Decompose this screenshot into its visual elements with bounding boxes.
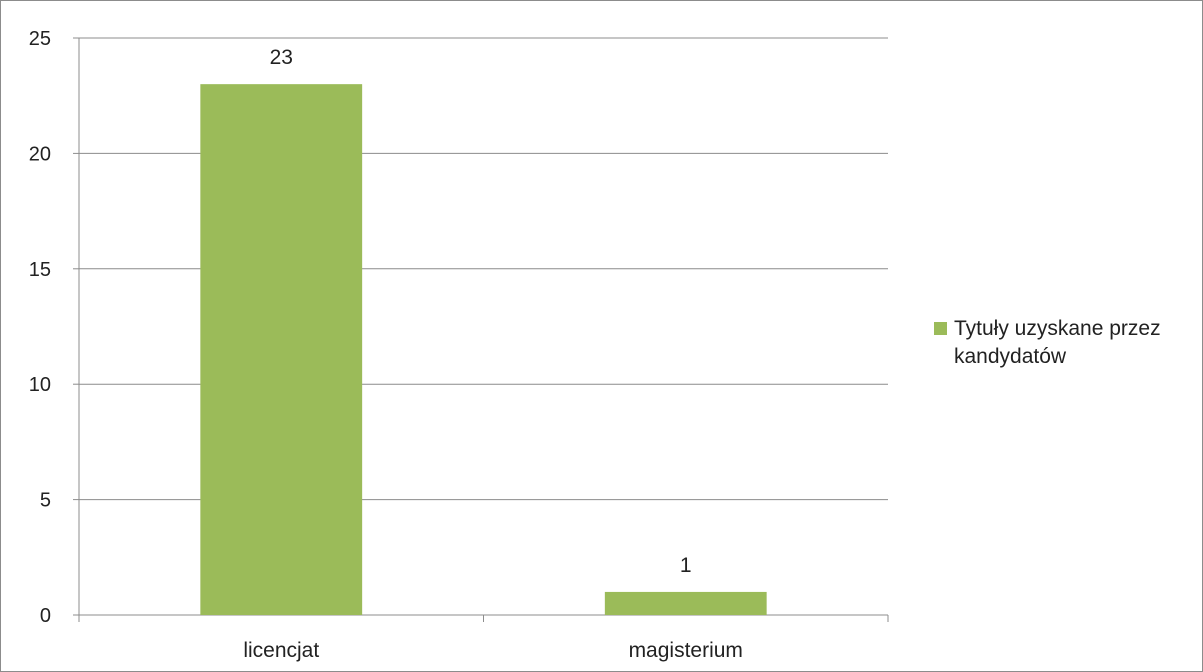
legend-label-line-2: kandydatów [954,345,1067,368]
x-tick-label-magisterium: magisterium [629,639,743,662]
x-tick-label-licencjat: licencjat [243,639,319,662]
legend-swatch [934,322,947,335]
data-label-magisterium: 1 [680,554,692,577]
axes [73,37,889,622]
legend: Tytuły uzyskane przez kandydatów [934,317,1161,368]
bar-magisterium [604,591,767,615]
labels: 0 5 10 15 20 25 23 licencjat 1 magisterium [29,28,743,662]
y-tick-label-15: 15 [29,259,51,281]
bars [200,84,767,615]
bar-licencjat [200,84,363,615]
legend-label-line-1: Tytuły uzyskane przez [954,317,1161,340]
data-label-licencjat: 23 [270,46,293,69]
y-tick-label-10: 10 [29,374,51,396]
y-tick-label-5: 5 [40,490,51,512]
y-tick-label-25: 25 [29,28,51,50]
y-tick-label-0: 0 [40,605,51,627]
y-tick-label-20: 20 [29,143,51,165]
